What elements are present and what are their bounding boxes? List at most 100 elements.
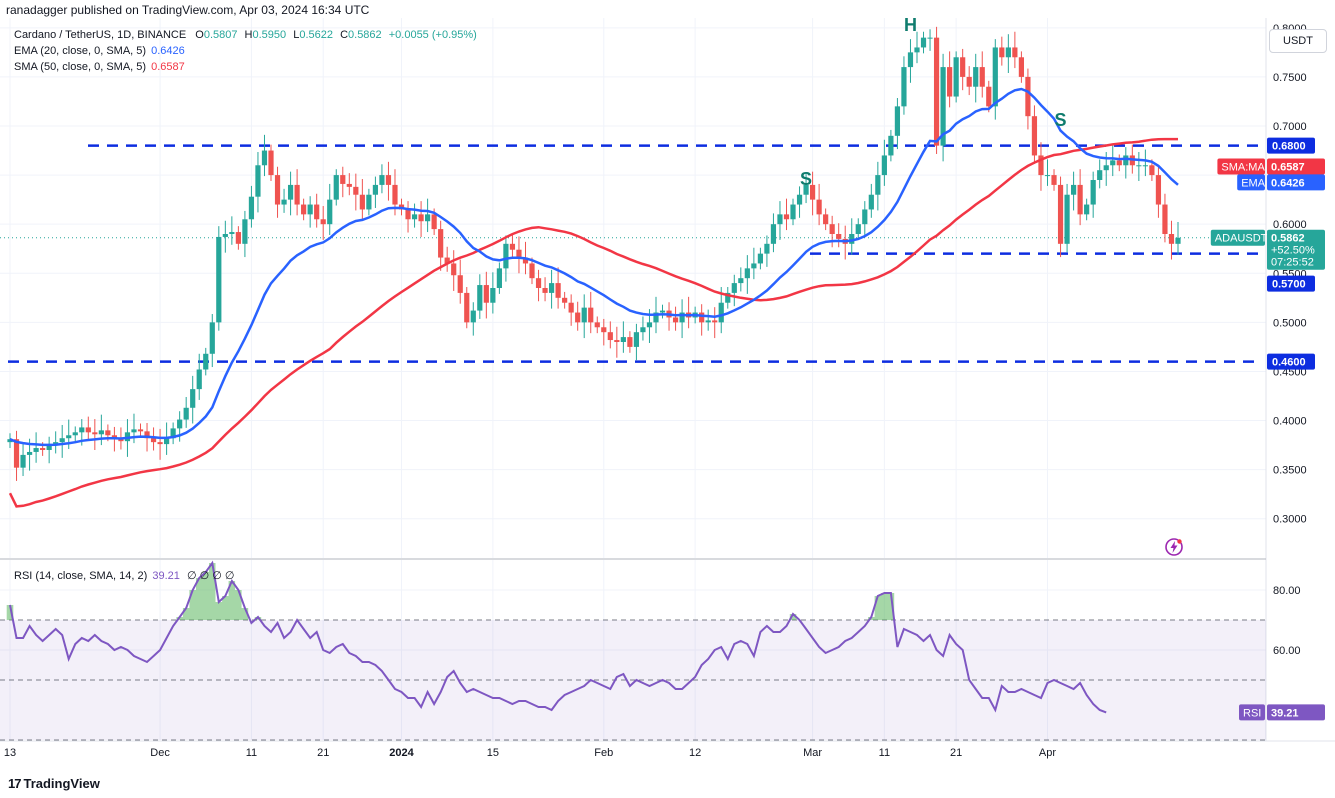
lightning-icon[interactable] bbox=[1164, 537, 1184, 557]
ohlc-close: C0.5862 bbox=[340, 29, 382, 41]
ohlc-low: L0.5622 bbox=[293, 29, 333, 41]
candle-body bbox=[516, 249, 522, 258]
currency-button[interactable]: USDT bbox=[1269, 29, 1327, 53]
price-tag-name-bg bbox=[1210, 229, 1265, 246]
candle-body bbox=[1044, 175, 1051, 177]
price-tag-value-bg bbox=[1267, 174, 1325, 191]
candle-body bbox=[372, 184, 379, 195]
candle-body bbox=[72, 432, 78, 436]
price-tick-label: 0.3000 bbox=[1273, 514, 1307, 526]
candle-body bbox=[568, 302, 574, 313]
candle-body bbox=[1155, 175, 1162, 205]
candle-body bbox=[411, 214, 418, 220]
price-tag-1: SMA:MA 0.6587 bbox=[1217, 158, 1325, 175]
candle-body bbox=[829, 224, 835, 234]
time-tick-label: 2024 bbox=[389, 747, 414, 759]
candle-body bbox=[281, 199, 287, 205]
time-tick-label: 11 bbox=[879, 747, 890, 759]
sma-legend[interactable]: SMA (50, close, 0, SMA, 5) 0.6587 bbox=[14, 61, 185, 73]
candle-body bbox=[607, 332, 613, 341]
candle-body bbox=[366, 194, 372, 210]
candle-body bbox=[268, 150, 274, 176]
level-tag-label: 0.6800 bbox=[1272, 141, 1306, 153]
level-tag-label: 0.5700 bbox=[1272, 279, 1306, 291]
candle-body bbox=[1064, 194, 1070, 244]
candle-body bbox=[46, 445, 52, 450]
tradingview-logo[interactable]: 17 TradingView bbox=[8, 776, 100, 791]
candle-body bbox=[431, 214, 437, 230]
candle-body bbox=[229, 232, 235, 234]
ema-20-line bbox=[9, 87, 1179, 447]
price-tick-label: 0.6000 bbox=[1273, 219, 1307, 231]
candle-body bbox=[588, 307, 594, 323]
candle-body bbox=[940, 67, 946, 146]
candle-body bbox=[562, 297, 568, 303]
ema-legend[interactable]: EMA (20, close, 0, SMA, 5) 0.6426 bbox=[14, 45, 185, 57]
candle-body bbox=[960, 57, 966, 77]
candle-body bbox=[190, 389, 196, 408]
rsi-overbought-area bbox=[6, 563, 895, 620]
pattern-label-1: S bbox=[800, 169, 812, 189]
candle-body bbox=[111, 435, 118, 439]
price-tag-name-bg bbox=[1237, 174, 1265, 191]
time-tick-label: Feb bbox=[594, 747, 613, 759]
rsi-legend-label: RSI (14, close, SMA, 14, 2) bbox=[14, 570, 148, 582]
candle-body bbox=[1012, 47, 1018, 58]
candle-body bbox=[340, 175, 346, 184]
candle-body bbox=[920, 37, 927, 48]
candle-body bbox=[627, 337, 633, 347]
candle-body bbox=[823, 214, 829, 225]
candle-body bbox=[1162, 204, 1168, 234]
candle-body bbox=[255, 165, 261, 197]
ohlc-change: +0.0055 (+0.95%) bbox=[388, 29, 477, 41]
candle-body bbox=[868, 194, 874, 210]
candle-body bbox=[438, 229, 444, 258]
rsi-legend[interactable]: RSI (14, close, SMA, 14, 2) 39.21 ∅ ∅ ∅ … bbox=[14, 569, 234, 582]
candle-body bbox=[744, 268, 750, 279]
candle-body bbox=[594, 322, 600, 328]
candle-body bbox=[346, 183, 352, 187]
price-tag-countdown: 07:25:52 bbox=[1271, 257, 1314, 269]
symbol-title: Cardano / TetherUS, 1D, BINANCE bbox=[14, 29, 187, 41]
candle-body bbox=[979, 67, 985, 87]
candle-body bbox=[699, 312, 705, 323]
candle-body bbox=[20, 454, 26, 468]
time-axis[interactable]: 13 Dec 11 21 2024 15 Feb 12 Mar 11 21 Apr bbox=[4, 747, 1057, 759]
sma-50-line bbox=[8, 137, 1178, 508]
candle-body bbox=[1018, 57, 1024, 77]
candle-body bbox=[294, 184, 300, 205]
candle-body bbox=[1142, 165, 1148, 167]
price-tag-change: +52.50% bbox=[1271, 245, 1315, 257]
candle-body bbox=[1038, 155, 1044, 176]
pattern-label-3: S bbox=[1055, 110, 1067, 130]
candle-body bbox=[451, 263, 457, 276]
price-tick-label: 0.3500 bbox=[1273, 465, 1307, 477]
candle-body bbox=[477, 285, 483, 311]
sma-legend-label: SMA (50, close, 0, SMA, 5) bbox=[14, 61, 147, 73]
candle-body bbox=[966, 76, 972, 87]
candle-body bbox=[575, 312, 581, 323]
candle-body bbox=[947, 67, 953, 97]
time-tick-label: Dec bbox=[150, 747, 170, 759]
candle-body bbox=[85, 427, 91, 433]
price-tag-name-bg bbox=[1217, 158, 1265, 175]
symbol-legend: Cardano / TetherUS, 1D, BINANCE O0.5807 … bbox=[14, 29, 477, 41]
candle-body bbox=[927, 37, 933, 39]
candle-body bbox=[509, 243, 516, 250]
candle-body bbox=[614, 340, 620, 342]
ohlc-open: O0.5807 bbox=[195, 29, 238, 41]
rsi-scale[interactable]: 80.00 60.00 bbox=[1273, 585, 1301, 657]
candle-body bbox=[92, 432, 98, 435]
rsi-tag-name-bg bbox=[1239, 704, 1265, 721]
support-resistance-levels bbox=[0, 144, 1266, 363]
candle-body bbox=[725, 292, 731, 303]
price-scale[interactable]: 0.80000.75000.70000.65000.60000.55000.50… bbox=[1273, 23, 1307, 526]
candle-body bbox=[836, 234, 842, 239]
rsi-line bbox=[9, 560, 1107, 714]
candle-body bbox=[216, 236, 222, 323]
candle-body bbox=[751, 263, 757, 269]
candle-body bbox=[131, 429, 137, 433]
pattern-label-2: H bbox=[904, 15, 917, 35]
candle-body bbox=[379, 175, 385, 185]
level-tag-bg bbox=[1267, 275, 1315, 292]
